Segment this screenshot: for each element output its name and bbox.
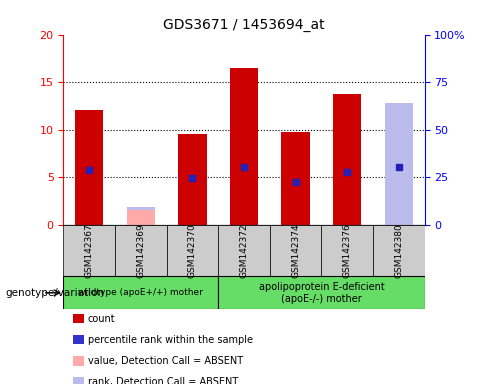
Bar [63,276,218,309]
Text: GSM142380: GSM142380 [394,223,403,278]
Text: percentile rank within the sample: percentile rank within the sample [88,335,253,345]
Title: GDS3671 / 1453694_at: GDS3671 / 1453694_at [163,18,325,32]
Bar [166,225,218,276]
Bar [115,225,166,276]
Bar [373,225,425,276]
Bar [127,207,155,225]
Text: genotype/variation: genotype/variation [5,288,104,298]
Bar [282,132,310,225]
Bar [322,225,373,276]
Text: GSM142374: GSM142374 [291,223,300,278]
Text: count: count [88,314,116,324]
Text: apolipoprotein E-deficient
(apoE-/-) mother: apolipoprotein E-deficient (apoE-/-) mot… [259,282,384,304]
Text: wildtype (apoE+/+) mother: wildtype (apoE+/+) mother [79,288,203,297]
Bar [385,103,413,225]
Text: GSM142367: GSM142367 [85,223,94,278]
Text: GSM142370: GSM142370 [188,223,197,278]
Text: GSM142372: GSM142372 [240,223,248,278]
Bar [75,110,103,225]
Bar [230,68,258,225]
Bar [270,225,322,276]
Text: value, Detection Call = ABSENT: value, Detection Call = ABSENT [88,356,243,366]
Bar [218,225,270,276]
Bar [63,225,115,276]
Bar [333,94,362,225]
Text: GSM142376: GSM142376 [343,223,352,278]
Bar [218,276,425,309]
Bar [127,210,155,225]
Bar [178,134,206,225]
Text: GSM142369: GSM142369 [136,223,145,278]
Text: rank, Detection Call = ABSENT: rank, Detection Call = ABSENT [88,377,238,384]
